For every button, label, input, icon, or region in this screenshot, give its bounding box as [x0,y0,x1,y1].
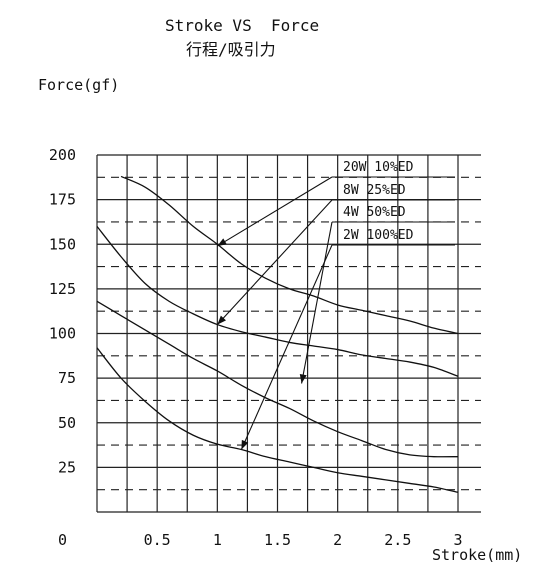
leader-arrowhead [217,238,227,247]
grid [96,154,481,513]
y-tick-label: 150 [49,235,76,253]
y-tick-label: 200 [49,146,76,164]
x-axis-label: Stroke(mm) [432,546,522,564]
series-label: 8W 25%ED [343,183,406,198]
legend-leader [301,221,333,384]
series-line [96,347,459,493]
y-tick-label: 50 [58,414,76,432]
x-tick-label: 3 [453,531,462,549]
series-label: 20W 10%ED [343,160,414,175]
x-tick-label: 2.5 [384,531,411,549]
y-tick-label: 25 [58,458,76,476]
leader-arrowhead [299,373,307,384]
y-tick-label: 100 [49,325,76,343]
legend-leaders [216,176,455,450]
series-line [96,300,459,458]
chart-subtitle: 行程/吸引力 [186,40,276,59]
y-axis-label: Force(gf) [38,76,119,94]
labels: Stroke VS Force 行程/吸引力 Force(gf) Stroke(… [38,16,522,564]
x-tick-label: 1.5 [264,531,291,549]
x-tick-label: 1 [213,531,222,549]
legend-leader [217,176,333,247]
series-curves [96,175,459,493]
leader-arrowhead [217,315,227,325]
x-tick-label: 2 [333,531,342,549]
series-label: 2W 100%ED [343,228,414,243]
chart-title: Stroke VS Force [165,16,319,35]
y-tick-label: 75 [58,369,76,387]
y-tick-label: 175 [49,191,76,209]
x-tick-label: 0.5 [144,531,171,549]
legend-leader [240,244,333,450]
series-line [96,225,459,377]
y-tick-label: 125 [49,280,76,298]
legend-leader [216,199,333,325]
origin-label: 0 [58,531,67,549]
leader-arrowhead [241,439,249,450]
series-line [120,175,459,335]
series-label: 4W 50%ED [343,205,406,220]
